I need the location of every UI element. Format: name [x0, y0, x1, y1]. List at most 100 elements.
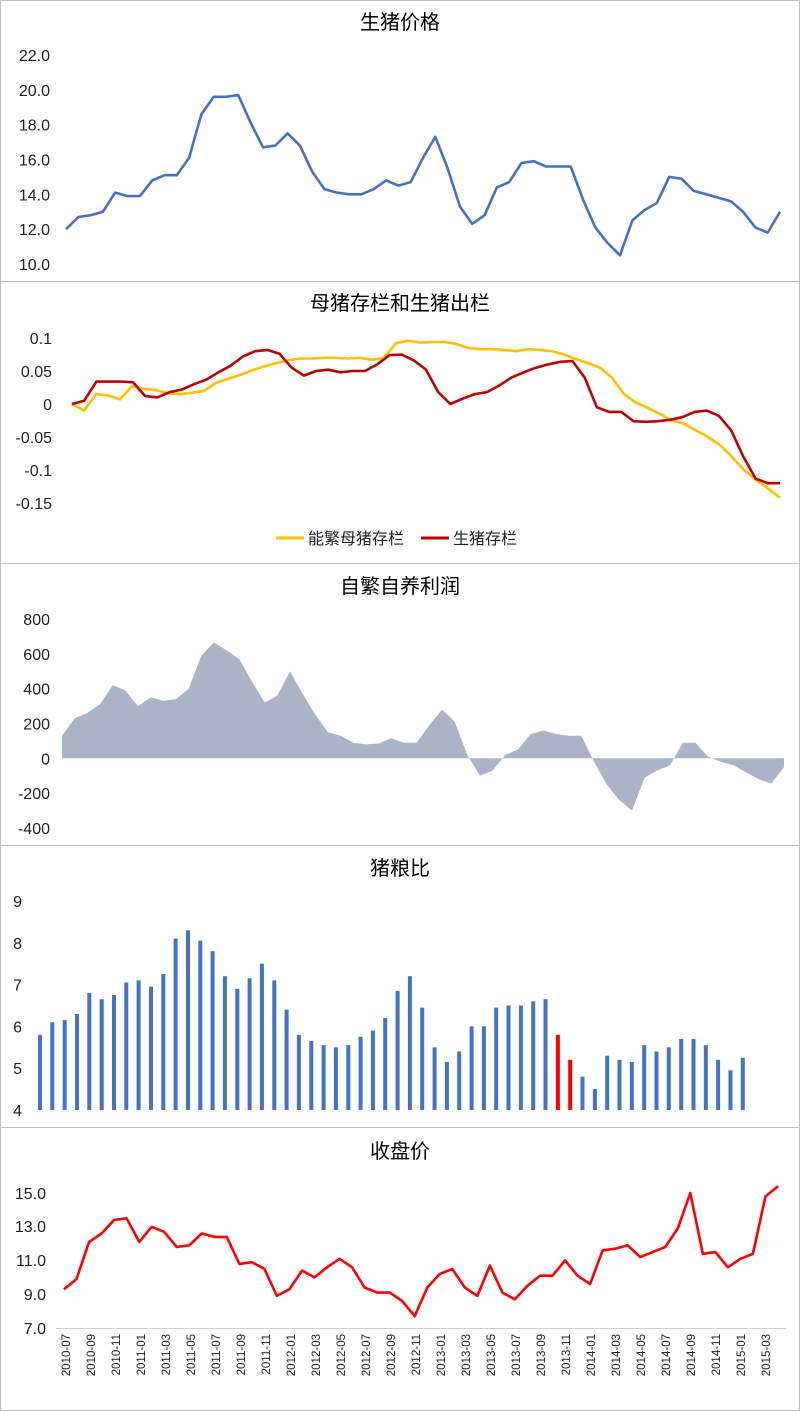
ratio-bar [309, 1041, 314, 1110]
ratio-bar [629, 1061, 634, 1110]
y-tick-label: 5 [13, 1061, 22, 1078]
y-tick-label: 8 [13, 936, 22, 953]
ratio-bar [494, 1007, 499, 1110]
y-tick-label: 7 [13, 978, 22, 995]
ratio-bar [321, 1045, 326, 1110]
ratio-bar [716, 1059, 721, 1110]
ratio-bar [432, 1047, 437, 1110]
close-price-line [63, 1185, 779, 1318]
bars [38, 930, 745, 1111]
x-tick-label: 2010-11 [111, 1334, 123, 1375]
ratio-bar [666, 1047, 671, 1110]
ratio-bar [284, 1009, 289, 1110]
ratio-bar [543, 999, 548, 1110]
ratio-bar [272, 980, 277, 1110]
ratio-bar [346, 1045, 351, 1110]
y-tick-label: 0.1 [30, 331, 52, 348]
x-tick-label: 2014-11 [711, 1334, 723, 1375]
x-tick-label: 2013-05 [486, 1334, 498, 1376]
x-tick-label: 2011-03 [161, 1334, 173, 1375]
hog-inventory-line [71, 348, 780, 485]
ratio-bar [395, 990, 400, 1110]
y-tick-label: 13.0 [15, 1219, 46, 1236]
ratio-bar [679, 1038, 684, 1110]
x-tick-label: 2012-03 [311, 1334, 323, 1376]
ratio-bar [555, 1034, 560, 1110]
y-tick-label: 10.0 [19, 257, 50, 274]
chart-title: 自繁自养利润 [340, 574, 460, 598]
ratio-bar [210, 951, 215, 1110]
chart-title: 收盘价 [370, 1139, 430, 1163]
ratio-bar [568, 1059, 573, 1110]
ratio-bar [420, 1007, 425, 1110]
y-tick-label: 11.0 [16, 1253, 46, 1270]
y-tick-label: 12.0 [19, 222, 50, 239]
ratio-bar [87, 993, 92, 1110]
y-axis: 15.0 13.0 11.0 9.0 7.0 [15, 1186, 46, 1338]
x-tick-label: 2012-09 [386, 1334, 398, 1376]
y-tick-label: 16.0 [19, 153, 50, 170]
ratio-bar [457, 1051, 462, 1110]
ratio-bar [259, 963, 264, 1110]
x-tick-label: 2013-07 [511, 1334, 523, 1376]
x-tick-label: 2012-05 [336, 1334, 348, 1376]
ratio-bar [703, 1045, 708, 1110]
legend: 能繁母猪存栏 生猪存栏 [276, 529, 517, 548]
y-tick-label: 18.0 [19, 118, 50, 135]
ratio-bar [247, 978, 252, 1110]
ratio-bar [531, 1001, 536, 1110]
x-tick-label: 2012-07 [361, 1334, 373, 1376]
x-tick-label: 2011-01 [136, 1334, 148, 1375]
chart-title: 母猪存栏和生猪出栏 [310, 291, 490, 315]
y-tick-label: -0.1 [24, 463, 52, 480]
x-axis: 2010-07 2010-09 2010-11 2011-01 2011-03 2011-… [61, 1334, 773, 1376]
x-tick-label: 2012-01 [286, 1334, 298, 1376]
y-tick-label: -200 [18, 786, 50, 803]
legend-label: 能繁母猪存栏 [308, 529, 404, 548]
x-tick-label: 2011-11 [261, 1334, 273, 1375]
x-tick-label: 2013-11 [561, 1334, 573, 1375]
ratio-bar [592, 1089, 597, 1110]
ratio-bar [124, 982, 129, 1110]
ratio-bar [161, 974, 166, 1110]
ratio-bar [580, 1076, 585, 1110]
x-tick-label: 2011-09 [236, 1334, 248, 1375]
ratio-bar [691, 1038, 696, 1110]
ratio-bar [358, 1036, 363, 1110]
x-tick-label: 2014-07 [661, 1334, 673, 1376]
panel-border [0, 0, 800, 282]
ratio-bar [198, 940, 203, 1110]
y-tick-label: 6 [13, 1019, 22, 1036]
ratio-bar [149, 986, 153, 1110]
y-tick-label: 7.0 [24, 1321, 46, 1338]
ratio-bar [481, 1026, 486, 1110]
y-tick-label: 0.05 [21, 364, 52, 381]
x-tick-label: 2012-11 [411, 1334, 423, 1375]
x-tick-label: 2014-01 [586, 1334, 598, 1376]
ratio-bar [506, 1005, 511, 1110]
x-tick-label: 2010-07 [61, 1334, 73, 1376]
ratio-bar [38, 1034, 42, 1110]
ratio-bar [617, 1059, 622, 1110]
ratio-bar [75, 1013, 79, 1110]
y-axis: 0.1 0.05 0 -0.05 -0.1 -0.15 [16, 331, 53, 513]
ratio-bar [112, 995, 116, 1110]
x-tick-label: 2014-05 [636, 1334, 648, 1376]
y-axis: 10.0 12.0 14.0 16.0 18.0 20.0 22.0 [19, 48, 50, 274]
x-tick-label: 2015-03 [761, 1334, 773, 1376]
x-tick-label: 2011-05 [186, 1334, 198, 1375]
ratio-bar [728, 1070, 733, 1110]
chart-title: 生猪价格 [360, 10, 440, 34]
y-tick-label: 9.0 [24, 1287, 46, 1304]
ratio-bar [173, 938, 178, 1110]
sow-inventory-line [71, 339, 781, 499]
ratio-bar [407, 976, 412, 1110]
x-tick-label: 2014-09 [686, 1334, 698, 1376]
ratio-bar [235, 988, 240, 1110]
ratio-bar [740, 1057, 745, 1111]
ratio-bar [605, 1055, 610, 1110]
ratio-bar [469, 1026, 474, 1110]
legend-label: 生猪存栏 [453, 529, 517, 548]
x-tick-label: 2010-09 [86, 1334, 98, 1376]
